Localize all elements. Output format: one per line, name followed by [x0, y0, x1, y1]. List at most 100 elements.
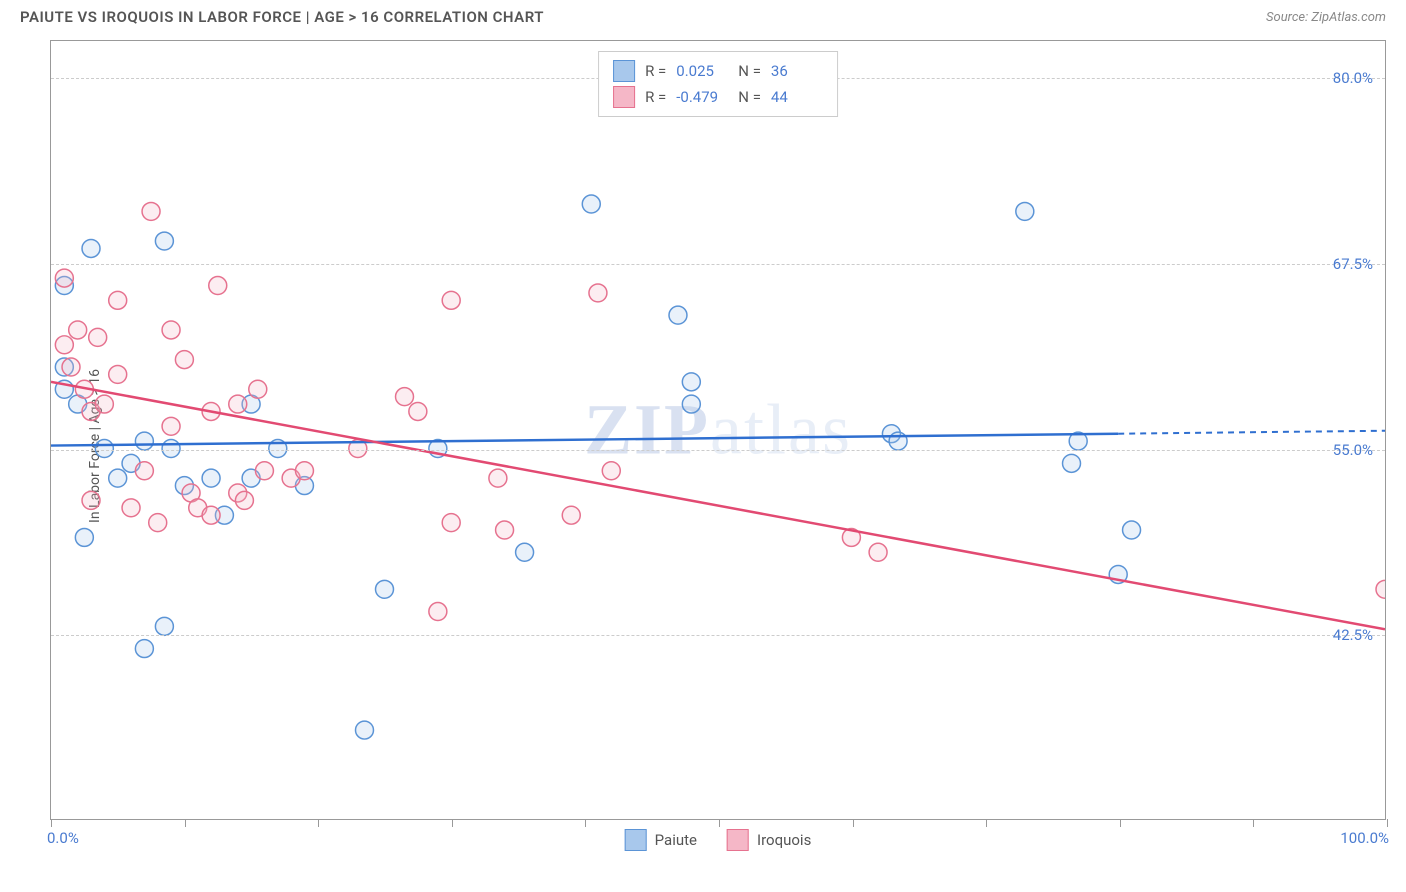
data-point: [162, 440, 180, 458]
legend-swatch-iroquois-icon: [727, 829, 749, 851]
chart-source: Source: ZipAtlas.com: [1266, 10, 1386, 25]
data-point: [55, 336, 73, 354]
r-value-iroquois: -0.479: [676, 88, 728, 106]
data-point: [229, 395, 247, 413]
r-label: R =: [645, 88, 666, 106]
data-point: [249, 380, 267, 398]
data-point: [162, 417, 180, 435]
data-point: [202, 506, 220, 524]
scatter-plot: [51, 41, 1385, 819]
correlation-legend: R = 0.025 N = 36 R = -0.479 N = 44: [598, 51, 838, 117]
data-point: [255, 462, 273, 480]
data-point: [142, 202, 160, 220]
data-point: [562, 506, 580, 524]
data-point: [682, 373, 700, 391]
data-point: [295, 462, 313, 480]
data-point: [62, 358, 80, 376]
x-axis-max-label: 100.0%: [1340, 829, 1389, 847]
data-point: [109, 365, 127, 383]
y-tick-label: 55.0%: [1333, 441, 1373, 459]
n-label: N =: [738, 62, 761, 80]
n-value-paiute: 36: [771, 62, 823, 80]
legend-label-iroquois: Iroquois: [757, 831, 811, 849]
data-point: [496, 521, 514, 539]
data-point: [109, 469, 127, 487]
data-point: [429, 603, 447, 621]
data-point: [82, 491, 100, 509]
legend-item-paiute: Paiute: [625, 829, 697, 851]
data-point: [162, 321, 180, 339]
data-point: [149, 514, 167, 532]
gridline: [51, 450, 1385, 451]
data-point: [1063, 454, 1081, 472]
x-tick: [1120, 819, 1121, 827]
data-point: [682, 395, 700, 413]
y-tick-label: 80.0%: [1333, 69, 1373, 87]
data-point: [122, 499, 140, 517]
data-point: [175, 351, 193, 369]
x-tick: [185, 819, 186, 827]
data-point: [235, 491, 253, 509]
data-point: [669, 306, 687, 324]
legend-label-paiute: Paiute: [655, 831, 697, 849]
data-point: [489, 469, 507, 487]
legend-row-iroquois: R = -0.479 N = 44: [613, 84, 823, 110]
chart-container: ZIPatlas R = 0.025 N = 36 R = -0.479 N =…: [50, 40, 1386, 820]
x-tick: [318, 819, 319, 827]
x-tick: [986, 819, 987, 827]
data-point: [376, 580, 394, 598]
data-point: [1376, 580, 1385, 598]
r-value-paiute: 0.025: [676, 62, 728, 80]
x-tick: [51, 819, 52, 827]
data-point: [602, 462, 620, 480]
y-tick-label: 67.5%: [1333, 255, 1373, 273]
data-point: [1016, 202, 1034, 220]
data-point: [135, 640, 153, 658]
data-point: [95, 440, 113, 458]
data-point: [155, 617, 173, 635]
data-point: [109, 291, 127, 309]
legend-item-iroquois: Iroquois: [727, 829, 811, 851]
data-point: [442, 291, 460, 309]
legend-swatch-paiute-icon: [625, 829, 647, 851]
data-point: [202, 469, 220, 487]
data-point: [396, 388, 414, 406]
n-label: N =: [738, 88, 761, 106]
trend-line-extension: [1118, 431, 1385, 434]
data-point: [442, 514, 460, 532]
trend-line: [51, 434, 1118, 446]
data-point: [409, 402, 427, 420]
legend-row-paiute: R = 0.025 N = 36: [613, 58, 823, 84]
data-point: [82, 239, 100, 257]
chart-title: PAIUTE VS IROQUOIS IN LABOR FORCE | AGE …: [20, 8, 544, 26]
x-tick: [452, 819, 453, 827]
data-point: [89, 328, 107, 346]
r-label: R =: [645, 62, 666, 80]
x-tick: [719, 819, 720, 827]
data-point: [69, 321, 87, 339]
data-point: [135, 432, 153, 450]
data-point: [516, 543, 534, 561]
data-point: [95, 395, 113, 413]
data-point: [135, 462, 153, 480]
x-tick: [853, 819, 854, 827]
legend-swatch-paiute: [613, 60, 635, 82]
x-tick: [585, 819, 586, 827]
legend-swatch-iroquois: [613, 86, 635, 108]
data-point: [75, 528, 93, 546]
data-point: [55, 269, 73, 287]
x-tick: [1253, 819, 1254, 827]
series-legend: Paiute Iroquois: [625, 829, 812, 851]
gridline: [51, 635, 1385, 636]
x-axis-min-label: 0.0%: [47, 829, 79, 847]
x-tick: [1387, 819, 1388, 827]
gridline: [51, 264, 1385, 265]
y-tick-label: 42.5%: [1333, 626, 1373, 644]
data-point: [582, 195, 600, 213]
data-point: [1123, 521, 1141, 539]
data-point: [889, 432, 907, 450]
n-value-iroquois: 44: [771, 88, 823, 106]
data-point: [155, 232, 173, 250]
data-point: [589, 284, 607, 302]
data-point: [356, 721, 374, 739]
